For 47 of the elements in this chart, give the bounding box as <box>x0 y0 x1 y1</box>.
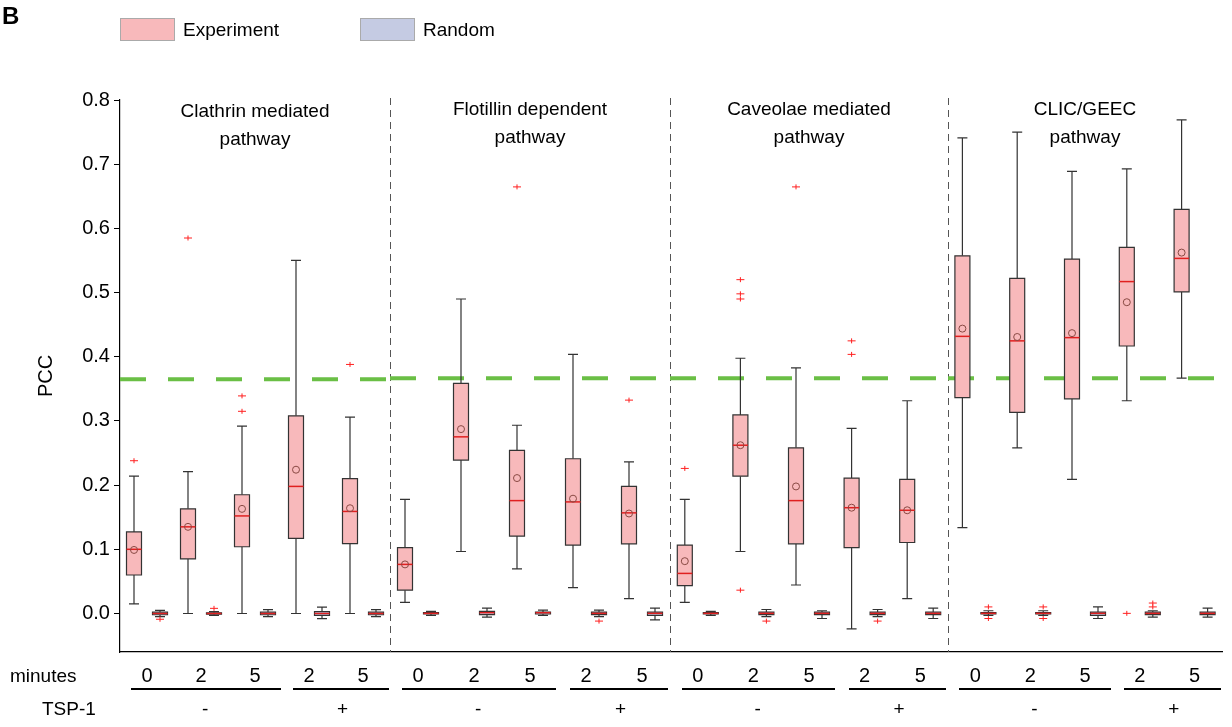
y-tick-label: 0.3 <box>82 408 110 431</box>
x-tick-label: 2 <box>859 663 871 686</box>
x-tick-label: 2 <box>1024 663 1036 686</box>
text: B <box>2 2 20 30</box>
x-tick-label: 0 <box>141 663 153 686</box>
x-tick-label: 0 <box>412 663 424 686</box>
y-tick-label: 0.7 <box>82 151 110 174</box>
text: Flotillin dependent pathway <box>452 98 608 148</box>
x-tick-label: 2 <box>303 663 315 686</box>
text: + <box>337 698 349 720</box>
x-tick-label: 5 <box>524 663 536 686</box>
text: Clathrin mediated pathway <box>180 100 330 150</box>
y-tick-label: 0.5 <box>82 280 110 303</box>
x-axis-title: minutes <box>10 665 77 687</box>
x-tick-label: 5 <box>914 663 926 686</box>
y-tick-label: 0.2 <box>82 472 110 495</box>
x-tick-label: 2 <box>747 663 759 686</box>
x-tick-label: 5 <box>1079 663 1091 686</box>
x-tick-label: 2 <box>1134 663 1146 686</box>
legend-label: Experiment <box>183 18 280 41</box>
x-tick-label: 0 <box>969 663 981 686</box>
x-tick-label: 2 <box>195 663 207 686</box>
legend-label: Random <box>423 18 495 41</box>
text: - <box>475 698 482 720</box>
text: TSP-1 <box>42 698 96 720</box>
y-axis-title: PCC <box>33 354 56 398</box>
text: + <box>615 698 627 720</box>
y-tick-label: 0.6 <box>82 215 110 238</box>
x-tick-label: 2 <box>468 663 480 686</box>
text: - <box>1031 698 1038 720</box>
x-tick-label: 5 <box>803 663 815 686</box>
text: + <box>1168 698 1180 720</box>
text: + <box>893 698 905 720</box>
x-tick-label: 0 <box>692 663 704 686</box>
x-tick-label: 5 <box>249 663 261 686</box>
y-tick-label: 0.4 <box>82 344 110 367</box>
text: Caveolae mediated pathway <box>727 98 891 148</box>
x-tick-label: 2 <box>580 663 592 686</box>
text: - <box>754 698 761 720</box>
x-tick-label: 5 <box>636 663 648 686</box>
y-tick-label: 0.1 <box>82 536 110 559</box>
x-tick-label: 5 <box>357 663 369 686</box>
text: CLIC/GEEC pathway <box>1033 98 1137 148</box>
y-tick-label: 0.8 <box>82 87 110 110</box>
text: - <box>202 698 209 720</box>
y-tick-label: 0.0 <box>82 601 110 623</box>
x-tick-label: 5 <box>1189 663 1201 686</box>
